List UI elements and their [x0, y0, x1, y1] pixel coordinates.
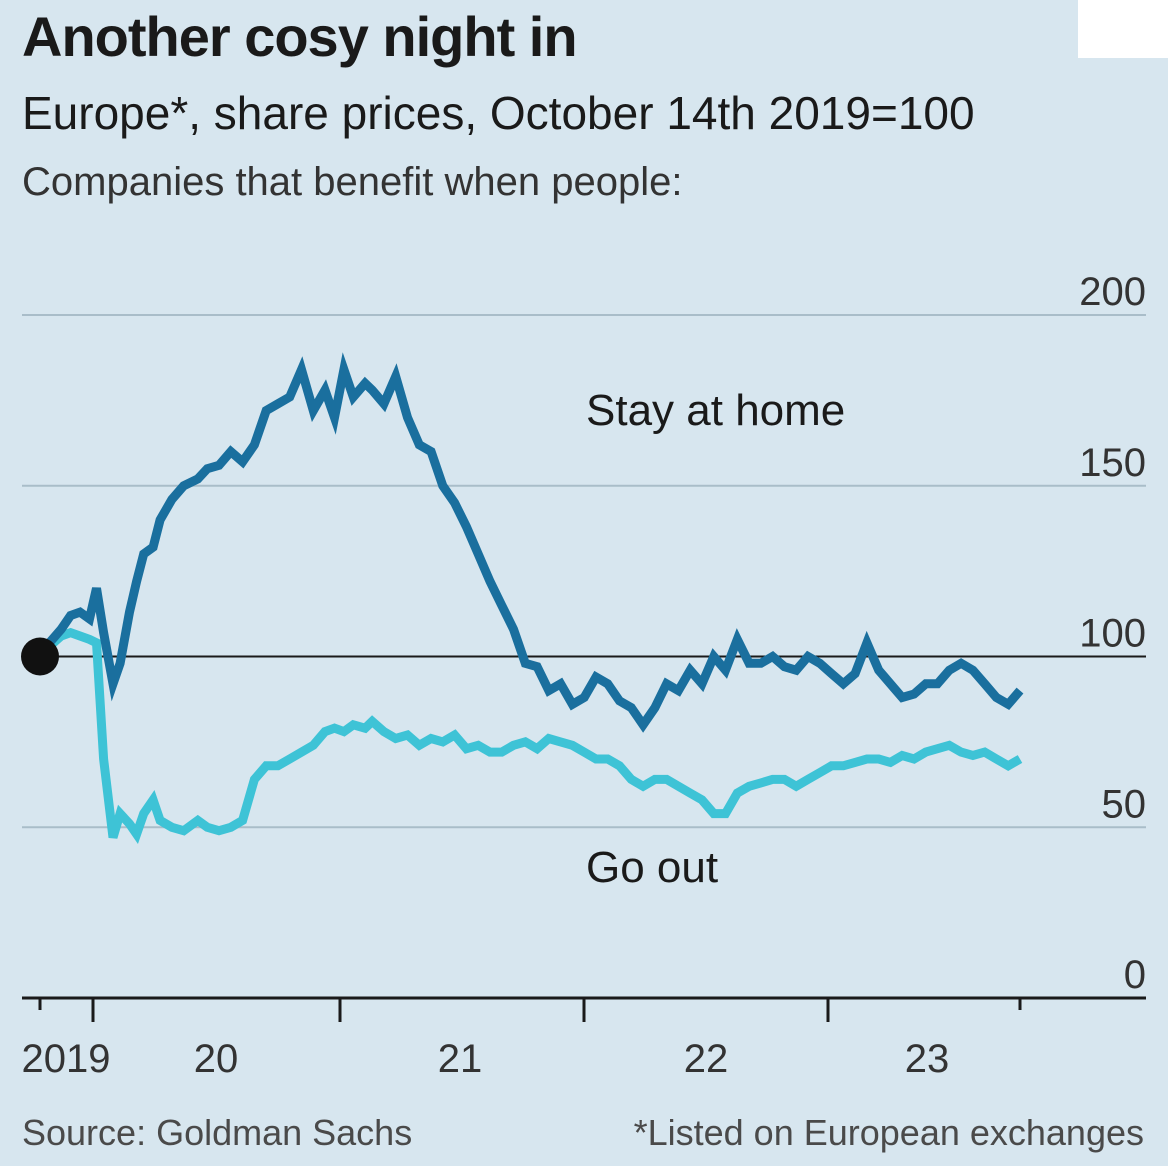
series-line-stay	[36, 352, 1024, 733]
start-marker	[21, 637, 59, 676]
x-tick-label-21: 21	[438, 1037, 483, 1081]
grid-lines	[22, 314, 1146, 829]
series-lines	[36, 352, 1024, 844]
x-axis: 2019 20 21 22 23	[22, 996, 1146, 1081]
chart-title: Another cosy night in	[22, 5, 578, 68]
y-tick-label-50: 50	[1102, 782, 1147, 826]
y-tick-label-200: 200	[1079, 270, 1146, 314]
x-tick-label-2019: 2019	[22, 1037, 111, 1081]
source-note: Source: Goldman Sachs	[22, 1112, 413, 1153]
series-label-stay-at-home: Stay at home	[586, 386, 845, 435]
chart-subtitle: Europe*, share prices, October 14th 2019…	[22, 87, 975, 139]
x-tick-label-22: 22	[684, 1037, 729, 1081]
chart-subtitle-secondary: Companies that benefit when people:	[22, 160, 683, 204]
series-line-goout	[36, 627, 1023, 844]
y-tick-label-100: 100	[1079, 612, 1146, 656]
series-label-go-out: Go out	[586, 843, 718, 892]
corner-block	[1078, 0, 1168, 58]
x-tick-label-23: 23	[905, 1037, 950, 1081]
footnote: *Listed on European exchanges	[633, 1112, 1144, 1153]
y-axis-ticks: 200 150 100 50 0	[1079, 270, 1146, 997]
start-point-marker	[21, 637, 59, 676]
x-tick-label-20: 20	[194, 1037, 239, 1081]
y-tick-label-150: 150	[1079, 441, 1146, 485]
y-tick-label-0: 0	[1124, 953, 1146, 997]
